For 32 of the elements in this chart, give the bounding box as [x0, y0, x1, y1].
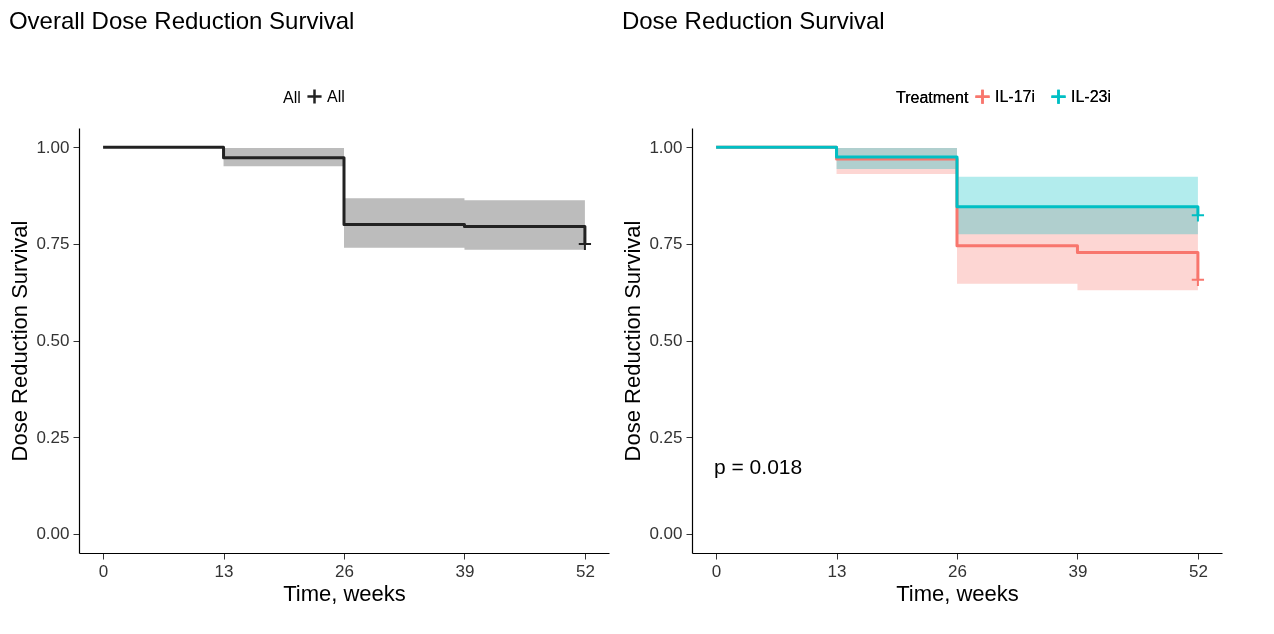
y-tick-label: 0.50 [649, 331, 683, 350]
y-tick-label: 0.00 [36, 524, 70, 544]
y-tick-label: 1.00 [649, 137, 683, 157]
x-tick-label: 13 [827, 561, 847, 581]
legend-label: IL-17i [995, 87, 1036, 105]
x-tick-label: 26 [948, 561, 967, 581]
x-tick-label: 39 [455, 561, 475, 581]
y-axis-title: Dose Reduction Survival [7, 220, 33, 462]
y-tick-label: 1.00 [36, 137, 70, 157]
x-axis-title: Time, weeks [283, 580, 406, 606]
annotation: p = 0.018 [714, 455, 803, 478]
y-tick-label: 0.75 [36, 234, 70, 254]
legend-label: IL-23i [1071, 87, 1112, 105]
legend-label: All [327, 87, 345, 105]
legend-title: All [283, 89, 301, 106]
x-tick-label: 39 [1068, 561, 1088, 581]
x-axis-title: Time, weeks [896, 580, 1019, 606]
y-tick-label: 0.00 [649, 524, 683, 544]
x-tick-label: 0 [98, 561, 109, 581]
x-tick-label: 13 [214, 561, 234, 581]
x-tick-label: 0 [711, 561, 722, 581]
x-tick-label: 52 [575, 561, 595, 581]
x-tick-label: 26 [335, 561, 354, 581]
chart-title: Overall Dose Reduction Survival [8, 7, 355, 34]
legend-title: Treatment [896, 89, 969, 106]
y-tick-label: 0.25 [649, 427, 683, 447]
y-axis-title: Dose Reduction Survival [620, 220, 646, 462]
y-tick-label: 0.50 [36, 331, 70, 350]
y-tick-label: 0.25 [36, 427, 70, 447]
x-tick-label: 52 [1188, 561, 1208, 581]
chart-title: Dose Reduction Survival [621, 7, 885, 34]
y-tick-label: 0.75 [649, 234, 683, 254]
